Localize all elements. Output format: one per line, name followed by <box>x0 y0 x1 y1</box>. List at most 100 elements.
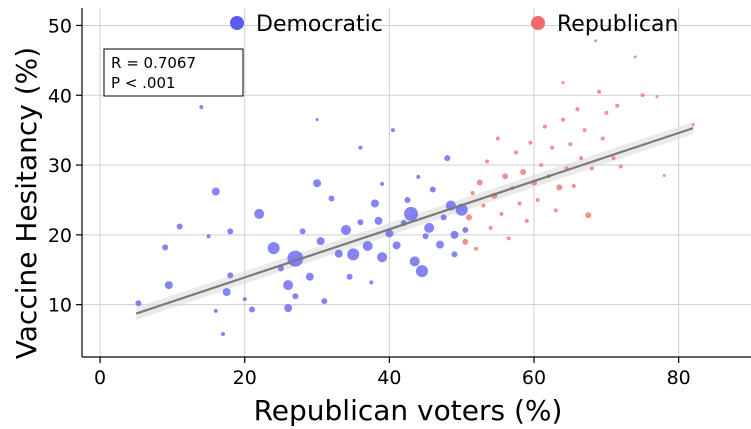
data-point-democratic <box>340 224 351 235</box>
tick-labels: 0 20 40 60 80 10 20 30 40 50 <box>48 15 691 389</box>
data-point-republican <box>470 190 475 195</box>
data-point-democratic <box>450 230 459 239</box>
data-point-republican <box>571 183 576 188</box>
x-tick-label: 0 <box>94 367 106 389</box>
data-point-democratic <box>358 145 363 150</box>
data-point-democratic <box>221 331 226 336</box>
data-point-democratic <box>328 195 335 202</box>
regression-line <box>135 127 694 315</box>
data-point-republican <box>585 212 592 219</box>
data-point-republican <box>465 214 472 221</box>
data-point-republican <box>604 110 609 115</box>
data-point-democratic <box>242 297 247 302</box>
data-point-democratic <box>370 199 379 208</box>
y-tick-label: 30 <box>48 155 72 177</box>
x-tick-label: 80 <box>667 367 691 389</box>
data-point-democratic <box>164 281 173 290</box>
y-tick-label: 10 <box>48 295 72 317</box>
data-point-democratic <box>321 298 328 305</box>
data-point-democratic <box>462 226 469 233</box>
data-point-democratic <box>222 288 231 297</box>
data-point-democratic <box>227 228 234 235</box>
legend-label-republican: Republican <box>557 12 678 37</box>
data-point-republican <box>553 208 558 213</box>
data-point-democratic <box>248 306 255 313</box>
data-point-democratic <box>267 242 280 255</box>
data-point-democratic <box>176 223 183 230</box>
data-point-republican <box>485 159 490 164</box>
data-point-democratic <box>390 128 395 133</box>
axes <box>76 8 751 363</box>
y-tick-label: 40 <box>48 85 72 107</box>
data-point-republican <box>561 81 565 85</box>
data-point-democratic <box>380 181 385 186</box>
data-point-republican <box>539 163 544 168</box>
data-point-republican <box>556 184 563 191</box>
data-point-democratic <box>369 280 374 285</box>
data-point-republican <box>474 246 479 251</box>
x-tick-label: 40 <box>377 367 401 389</box>
data-point-democratic <box>199 105 204 110</box>
data-point-democratic <box>377 252 388 263</box>
data-point-democratic <box>404 206 419 221</box>
data-point-republican <box>618 164 623 169</box>
data-point-republican <box>520 169 527 176</box>
x-tick-label: 60 <box>522 367 546 389</box>
data-point-democratic <box>374 216 383 225</box>
data-point-democratic <box>440 214 447 221</box>
data-point-democratic <box>227 272 234 279</box>
data-point-democratic <box>385 229 394 238</box>
data-point-republican <box>506 236 511 241</box>
data-point-republican <box>513 150 518 155</box>
data-point-republican <box>662 174 666 178</box>
data-point-democratic <box>429 186 436 193</box>
data-point-democratic <box>362 241 373 252</box>
data-point-republican <box>488 225 493 230</box>
data-point-democratic <box>347 248 360 261</box>
data-point-democratic <box>162 244 169 251</box>
stats-annotation: R = 0.7067 P < .001 <box>103 48 244 97</box>
data-point-democratic <box>313 179 322 188</box>
data-point-republican <box>655 95 659 99</box>
data-point-democratic <box>415 265 428 278</box>
data-point-democratic <box>451 251 458 258</box>
data-point-republican <box>481 203 486 208</box>
data-point-republican <box>640 93 645 98</box>
data-point-democratic <box>416 174 421 179</box>
data-point-democratic <box>424 222 435 233</box>
legend-marker-republican <box>531 16 545 30</box>
x-axis-label: Republican voters (%) <box>254 394 563 427</box>
data-point-democratic <box>211 187 220 196</box>
data-point-republican <box>502 173 509 180</box>
data-point-republican <box>615 103 620 108</box>
data-point-republican <box>476 179 483 186</box>
stats-annotation-box <box>103 48 244 97</box>
data-point-democratic <box>315 118 319 122</box>
legend-label-democratic: Democratic <box>256 12 383 37</box>
data-point-republican <box>535 197 540 202</box>
data-point-democratic <box>422 233 429 240</box>
y-tick-label: 50 <box>48 15 72 37</box>
r-value-text: R = 0.7067 <box>111 54 196 72</box>
p-value-text: P < .001 <box>111 74 176 92</box>
data-point-democratic <box>436 240 445 249</box>
data-point-democratic <box>305 272 314 281</box>
data-point-republican <box>528 140 533 145</box>
data-point-republican <box>594 39 598 43</box>
data-point-democratic <box>334 249 343 258</box>
data-point-republican <box>499 211 504 216</box>
data-point-democratic <box>283 280 294 291</box>
data-points <box>135 39 695 336</box>
data-point-democratic <box>392 241 401 250</box>
data-point-democratic <box>316 237 325 246</box>
grid <box>82 8 751 357</box>
data-point-republican <box>691 123 695 127</box>
regression-line-group <box>135 127 694 315</box>
data-point-republican <box>495 136 500 141</box>
data-point-democratic <box>284 304 293 313</box>
data-point-republican <box>462 238 469 245</box>
data-point-republican <box>633 55 637 59</box>
data-point-democratic <box>357 219 364 226</box>
